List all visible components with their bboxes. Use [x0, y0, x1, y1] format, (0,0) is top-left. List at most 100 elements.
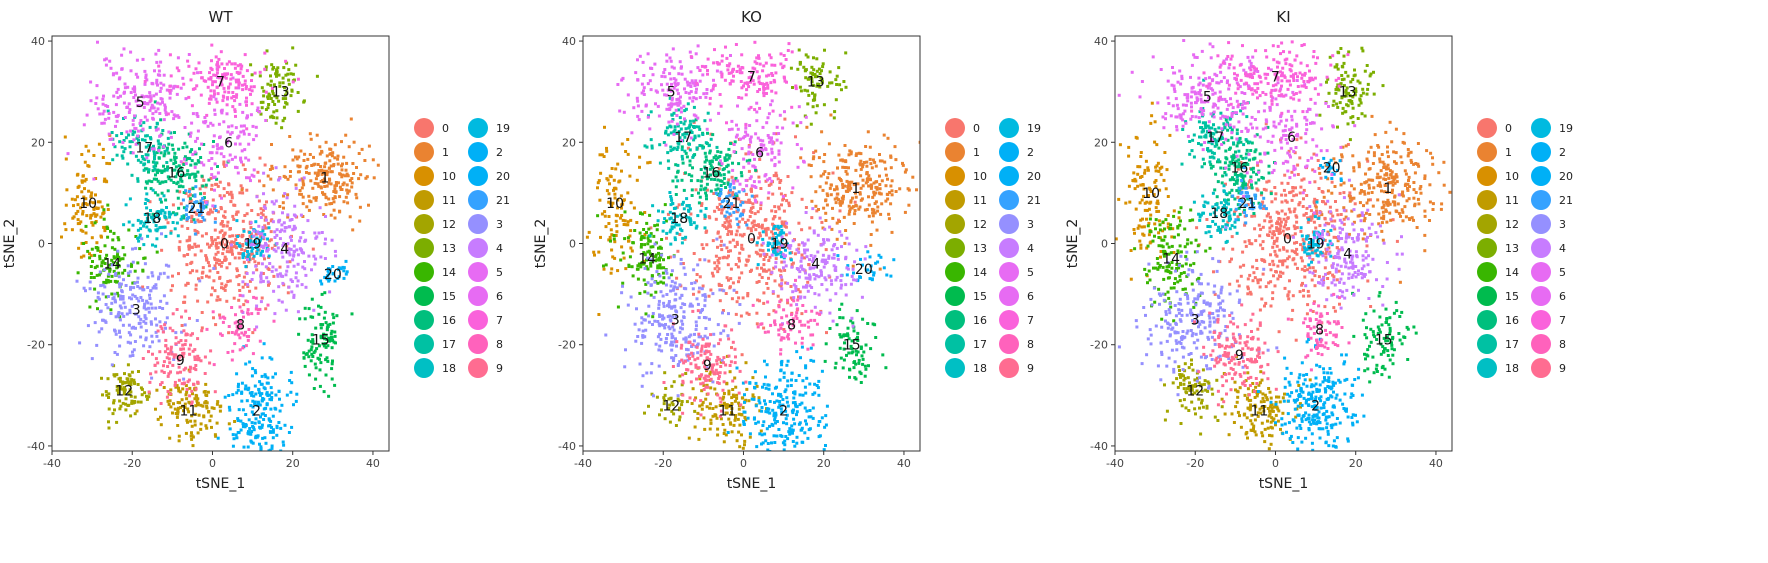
- data-point: [838, 177, 841, 180]
- data-point: [304, 274, 307, 277]
- data-point: [212, 267, 215, 270]
- data-point: [623, 223, 626, 226]
- data-point: [257, 388, 260, 391]
- data-point: [850, 199, 853, 202]
- data-point: [758, 432, 761, 435]
- data-point: [737, 431, 740, 434]
- data-point: [792, 397, 795, 400]
- data-point: [266, 238, 269, 241]
- data-point: [96, 41, 99, 44]
- data-point: [815, 111, 818, 114]
- data-point: [151, 340, 154, 343]
- data-point: [292, 80, 295, 83]
- data-point: [102, 148, 105, 151]
- data-point: [853, 376, 856, 379]
- data-point: [187, 65, 190, 68]
- data-point: [267, 304, 270, 307]
- data-point: [235, 436, 238, 439]
- data-point: [285, 273, 288, 276]
- data-point: [822, 189, 825, 192]
- data-point: [261, 383, 264, 386]
- data-point: [657, 210, 660, 213]
- data-point: [597, 313, 600, 316]
- data-point: [714, 414, 717, 417]
- data-point: [822, 160, 825, 163]
- data-point: [883, 161, 886, 164]
- data-point: [760, 410, 763, 413]
- data-point: [326, 324, 329, 327]
- data-point: [191, 246, 194, 249]
- data-point: [671, 280, 674, 283]
- data-point: [131, 174, 134, 177]
- data-point: [324, 311, 327, 314]
- data-point: [194, 166, 197, 169]
- data-point: [276, 116, 279, 119]
- data-point: [748, 255, 751, 258]
- data-point: [373, 176, 376, 179]
- data-point: [186, 173, 189, 176]
- data-point: [252, 271, 255, 274]
- data-point: [164, 339, 167, 342]
- data-point: [292, 159, 295, 162]
- data-point: [247, 308, 250, 311]
- data-point: [195, 395, 198, 398]
- y-tick-label: 0: [38, 238, 45, 251]
- data-point: [158, 306, 161, 309]
- data-point: [98, 298, 101, 301]
- data-point: [302, 351, 305, 354]
- data-point: [833, 116, 836, 119]
- data-point: [238, 135, 241, 138]
- data-point: [124, 147, 127, 150]
- data-point: [348, 189, 351, 192]
- data-point: [349, 179, 352, 182]
- data-point: [715, 255, 718, 258]
- data-point: [135, 127, 138, 130]
- data-point: [259, 71, 262, 74]
- data-point: [148, 391, 151, 394]
- data-point: [860, 168, 863, 171]
- legend-key: [468, 118, 488, 138]
- data-point: [268, 262, 271, 265]
- data-point: [162, 145, 165, 148]
- data-point: [295, 183, 298, 186]
- data-point: [168, 216, 171, 219]
- data-point: [173, 85, 176, 88]
- data-point: [230, 244, 233, 247]
- data-point: [196, 71, 199, 74]
- data-point: [212, 140, 215, 143]
- data-point: [211, 406, 214, 409]
- data-point: [157, 330, 160, 333]
- data-point: [181, 382, 184, 385]
- data-point: [144, 257, 147, 260]
- data-point: [720, 188, 723, 191]
- data-point: [156, 102, 159, 105]
- data-point: [355, 193, 358, 196]
- data-point: [167, 137, 170, 140]
- data-point: [805, 126, 808, 129]
- data-point: [705, 231, 708, 234]
- data-point: [310, 268, 313, 271]
- data-point: [188, 176, 191, 179]
- data-point: [139, 296, 142, 299]
- data-point: [98, 255, 101, 258]
- data-point: [840, 357, 843, 360]
- data-point: [824, 212, 827, 215]
- data-point: [599, 236, 602, 239]
- cluster-label: 15: [312, 333, 330, 349]
- data-point: [274, 236, 277, 239]
- data-point: [237, 83, 240, 86]
- data-point: [225, 224, 228, 227]
- data-point: [725, 382, 728, 385]
- data-point: [283, 117, 286, 120]
- data-point: [104, 118, 107, 121]
- data-point: [723, 392, 726, 395]
- data-point: [730, 232, 733, 235]
- data-point: [210, 59, 213, 62]
- data-point: [774, 422, 777, 425]
- data-point: [164, 211, 167, 214]
- data-point: [272, 66, 275, 69]
- data-point: [235, 433, 238, 436]
- data-point: [173, 113, 176, 116]
- data-point: [662, 230, 665, 233]
- data-point: [92, 154, 95, 157]
